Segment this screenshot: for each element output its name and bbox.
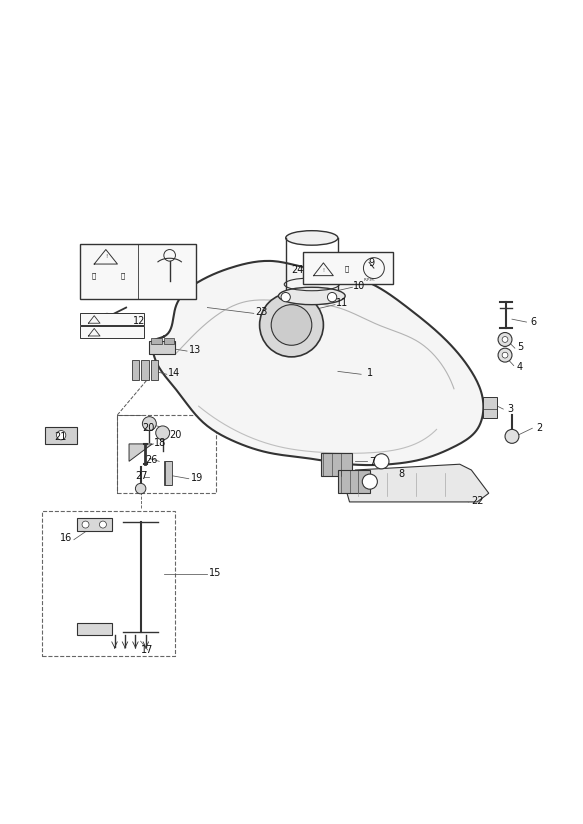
Circle shape bbox=[103, 313, 111, 323]
Text: 📖: 📖 bbox=[345, 265, 349, 272]
Polygon shape bbox=[129, 444, 152, 461]
Bar bbox=[165, 461, 172, 485]
Bar bbox=[80, 326, 143, 338]
Text: 26: 26 bbox=[145, 455, 157, 465]
Circle shape bbox=[505, 429, 519, 443]
Circle shape bbox=[142, 417, 156, 431]
Ellipse shape bbox=[286, 231, 338, 246]
Text: 20: 20 bbox=[143, 424, 155, 433]
Circle shape bbox=[328, 293, 337, 302]
Bar bbox=[149, 341, 175, 354]
Bar bbox=[303, 252, 393, 284]
Circle shape bbox=[502, 352, 508, 358]
Bar bbox=[151, 338, 161, 344]
Bar bbox=[77, 518, 111, 531]
Text: !: ! bbox=[105, 255, 107, 260]
Bar bbox=[117, 415, 216, 494]
Text: 20: 20 bbox=[169, 430, 182, 440]
Text: 10: 10 bbox=[353, 281, 366, 291]
Circle shape bbox=[498, 333, 512, 346]
Bar bbox=[80, 244, 196, 299]
Text: 2: 2 bbox=[536, 424, 542, 433]
Bar bbox=[45, 427, 77, 444]
Circle shape bbox=[82, 521, 89, 528]
Text: 12: 12 bbox=[133, 316, 145, 326]
Text: ⛽: ⛽ bbox=[121, 273, 125, 279]
Text: 19: 19 bbox=[191, 473, 203, 483]
Text: 27: 27 bbox=[136, 471, 148, 481]
Circle shape bbox=[135, 484, 146, 494]
Text: 8: 8 bbox=[399, 469, 405, 479]
Bar bbox=[164, 461, 171, 485]
Text: 9: 9 bbox=[368, 258, 374, 268]
Bar bbox=[338, 470, 370, 494]
Bar bbox=[141, 360, 149, 380]
Text: 1: 1 bbox=[367, 368, 373, 377]
Text: !: ! bbox=[322, 268, 324, 273]
Bar bbox=[150, 360, 158, 380]
Ellipse shape bbox=[279, 288, 345, 305]
Circle shape bbox=[498, 349, 512, 362]
Text: 14: 14 bbox=[168, 368, 180, 378]
Circle shape bbox=[100, 521, 107, 528]
Circle shape bbox=[502, 336, 508, 343]
Text: 22: 22 bbox=[471, 496, 483, 506]
Bar bbox=[321, 452, 352, 475]
Text: 📖: 📖 bbox=[92, 273, 96, 279]
Text: 7: 7 bbox=[370, 457, 376, 467]
Bar bbox=[42, 511, 175, 656]
Circle shape bbox=[57, 431, 66, 440]
Bar bbox=[483, 397, 497, 418]
Polygon shape bbox=[344, 464, 489, 502]
Bar bbox=[132, 360, 139, 380]
Text: 16: 16 bbox=[60, 533, 72, 544]
Circle shape bbox=[271, 305, 312, 345]
Text: 23: 23 bbox=[255, 307, 268, 317]
Text: 18: 18 bbox=[154, 438, 167, 447]
Text: 6: 6 bbox=[531, 317, 536, 327]
Text: R.P.M.: R.P.M. bbox=[364, 278, 376, 282]
Text: 11: 11 bbox=[336, 298, 349, 308]
Polygon shape bbox=[152, 261, 483, 465]
Text: 4: 4 bbox=[517, 362, 522, 372]
Text: 3: 3 bbox=[508, 404, 514, 414]
Text: 13: 13 bbox=[188, 345, 201, 355]
Circle shape bbox=[281, 293, 290, 302]
Text: 15: 15 bbox=[209, 569, 221, 578]
Bar bbox=[80, 313, 143, 325]
Circle shape bbox=[259, 293, 324, 357]
Text: 21: 21 bbox=[54, 432, 67, 442]
Text: 17: 17 bbox=[142, 645, 154, 655]
Circle shape bbox=[362, 474, 377, 489]
Bar bbox=[77, 623, 111, 635]
Text: 24: 24 bbox=[291, 265, 304, 275]
Circle shape bbox=[156, 426, 170, 440]
Text: 5: 5 bbox=[518, 342, 524, 352]
Circle shape bbox=[374, 454, 389, 469]
Bar bbox=[164, 338, 174, 344]
